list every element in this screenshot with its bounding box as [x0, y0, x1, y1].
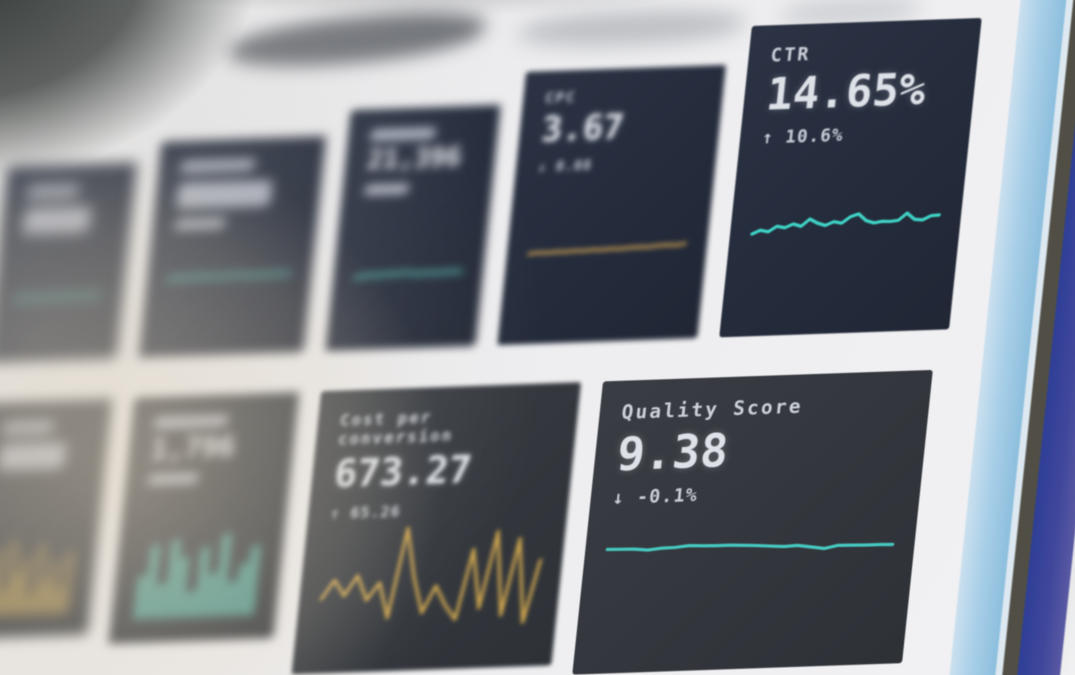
- blurred-metric-delta: [173, 217, 226, 231]
- sparkline-chart: [605, 528, 894, 571]
- metric-tile: 1,796: [108, 391, 300, 644]
- blurred-metric-value: [176, 179, 274, 210]
- blurred-metric-delta: [146, 472, 199, 486]
- metric-label: CPC: [544, 90, 577, 108]
- tile-row-bottom: 1,796 Cost per conversion 673.27 ↑ 65.26…: [0, 369, 933, 675]
- metric-delta: ↑ 10.6%: [760, 125, 845, 149]
- metric-tile: [0, 162, 138, 363]
- bar-chart: [0, 530, 77, 616]
- blurred-metric-value: [0, 442, 68, 471]
- metric-value: 9.38: [614, 422, 731, 482]
- sparkline-chart: [528, 222, 688, 265]
- blurred-metric-label: [369, 127, 437, 142]
- metric-label: Quality Score: [620, 394, 805, 424]
- metric-label: Cost per conversion: [337, 407, 455, 449]
- metric-tile: 21,396: [325, 104, 501, 352]
- metric-tile: [138, 135, 327, 358]
- metric-value: 673.27: [332, 446, 474, 496]
- metric-tile-cost-per-conversion: Cost per conversion 673.27 ↑ 65.26: [291, 382, 582, 675]
- sparkline-chart: [751, 196, 941, 246]
- bar-chart: [133, 529, 263, 620]
- metric-tile: [0, 398, 113, 640]
- metric-tile-quality-score: Quality Score 9.38 ↓ -0.1%: [572, 369, 933, 675]
- metric-value: 14.65%: [763, 63, 929, 121]
- metric-value: 21,396: [365, 142, 463, 176]
- sparkline-chart: [168, 258, 292, 290]
- metric-tile-cpc: CPC 3.67 ↓ 0.08: [497, 64, 726, 346]
- blurred-metric-label: [25, 184, 81, 199]
- metric-value: 1,796: [149, 430, 237, 467]
- sparkline-chart: [14, 281, 103, 309]
- tile-row-top: 21,396 CPC 3.67 ↓ 0.08 CTR 14.65% ↑ 10.6…: [0, 17, 982, 363]
- sparkline-chart: [315, 515, 545, 654]
- blurred-metric-delta: [363, 183, 410, 196]
- blurred-metric-label: [1, 420, 56, 435]
- metric-delta: ↓ 0.08: [537, 157, 593, 176]
- metric-tile-ctr: CTR 14.65% ↑ 10.6%: [719, 17, 982, 338]
- blurred-metric-label: [152, 414, 230, 430]
- metric-value: 3.67: [539, 107, 626, 151]
- metric-label: CTR: [769, 43, 812, 67]
- sparkline-chart: [354, 254, 463, 290]
- blurred-metric-value: [22, 206, 92, 235]
- metric-delta: ↓ -0.1%: [611, 485, 699, 510]
- blurred-metric-label: [179, 158, 257, 174]
